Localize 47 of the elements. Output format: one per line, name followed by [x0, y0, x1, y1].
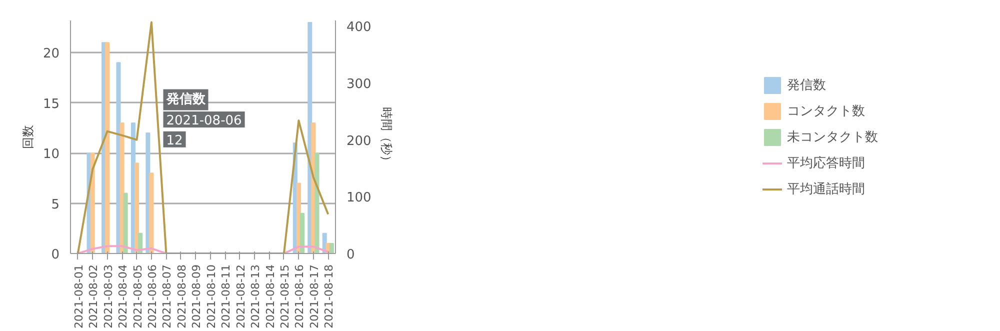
y-tick-label: 10	[42, 147, 60, 162]
x-tick-label: 2021-08-01	[72, 264, 86, 328]
bar	[329, 242, 334, 254]
x-tick-label: 2021-08-14	[264, 264, 277, 328]
y2-axis-title: 時間（秒）	[379, 107, 394, 167]
x-tick-label: 2021-08-05	[131, 264, 144, 328]
x-tick-label: 2021-08-03	[102, 264, 115, 328]
x-tick-label: 2021-08-18	[322, 264, 336, 328]
y2-tick-label: 400	[346, 20, 372, 36]
x-tick-label: 2021-08-08	[175, 264, 188, 328]
x-tick-label: 2021-08-17	[308, 264, 321, 328]
x-tick-label: 2021-08-02	[87, 264, 100, 328]
bar	[123, 192, 128, 254]
y2-tick-label: 200	[346, 134, 372, 149]
legend-label: コンタクト数	[787, 102, 865, 120]
y2-tick-label: 0	[346, 248, 355, 262]
legend-label: 発信数	[787, 76, 826, 94]
y-tick-label: 5	[51, 197, 60, 212]
legend-label: 平均通話時間	[787, 180, 865, 198]
bar	[116, 62, 121, 254]
y2-tick-label: 300	[346, 77, 372, 92]
x-tick-label: 2021-08-06	[146, 264, 159, 328]
y-tick-label: 0	[51, 248, 60, 262]
x-tick-label: 2021-08-09	[190, 264, 204, 328]
bar	[149, 172, 154, 254]
bar	[105, 42, 110, 254]
x-tick-label: 2021-08-04	[116, 264, 130, 328]
x-tick-label: 2021-08-13	[249, 264, 262, 328]
annotation: 2021-08-06	[166, 114, 242, 129]
legend-label: 未コンタクト数	[787, 128, 878, 146]
bar	[134, 162, 140, 254]
x-tick-label: 2021-08-15	[278, 264, 292, 328]
x-tick-label: 2021-08-07	[160, 264, 174, 328]
x-tick-label: 2021-08-12	[234, 264, 248, 328]
annotation: 発信数	[165, 92, 206, 108]
legend-label: 平均応答時間	[787, 154, 865, 172]
line-series	[76, 21, 330, 254]
annotation: 12	[166, 133, 183, 148]
bar	[314, 152, 320, 254]
x-tick-label: 2021-08-16	[293, 264, 306, 328]
y-tick-label: 15	[42, 96, 60, 112]
y-tick-label: 20	[42, 46, 60, 62]
y2-tick-label: 100	[346, 190, 372, 206]
x-tick-label: 2021-08-11	[220, 264, 233, 328]
x-tick-label: 2021-08-10	[204, 264, 218, 328]
y-axis-title: 回数	[20, 125, 35, 149]
bar	[300, 212, 304, 254]
